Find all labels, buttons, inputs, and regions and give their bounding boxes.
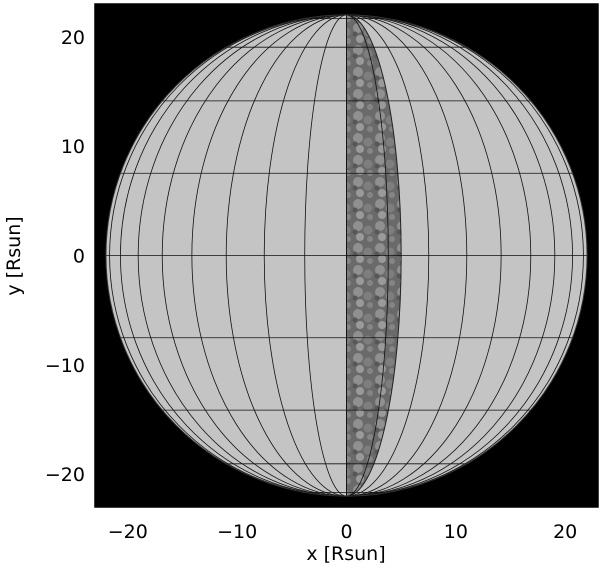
y-tick-label: 20 [61, 27, 85, 49]
x-tick-label: −10 [217, 521, 257, 543]
meridian-line [346, 14, 532, 497]
meridian-line [137, 14, 347, 497]
meridian-line [161, 14, 347, 497]
y-axis-title: y [Rsun] [3, 216, 25, 295]
x-tick-label: 0 [340, 521, 352, 543]
meridian-line [263, 14, 347, 497]
meridian-line [120, 14, 347, 497]
meridian-line [109, 14, 347, 497]
meridian-line [346, 14, 468, 497]
meridian-line [346, 14, 573, 497]
meridian-line [346, 14, 556, 497]
y-tick-label: 10 [61, 136, 85, 158]
meridian-line [346, 14, 584, 497]
x-tick-label: 10 [444, 521, 468, 543]
meridian-lines [109, 14, 584, 497]
meridian-line [346, 14, 502, 497]
y-tick-label: 0 [73, 246, 85, 268]
meridian-line [346, 14, 389, 497]
y-tick-label: −20 [45, 464, 85, 486]
meridian-line [191, 14, 347, 497]
sphere-outline [105, 14, 588, 497]
y-tick-label: −10 [45, 355, 85, 377]
x-axis-ticks: −20 −10 0 10 20 [105, 499, 588, 543]
x-tick-label: −20 [108, 521, 148, 543]
meridian-line [346, 14, 430, 497]
meridian-line [225, 14, 347, 497]
x-axis-title: x [Rsun] [306, 543, 385, 565]
meridian-line [304, 14, 347, 497]
x-tick-label: 20 [553, 521, 577, 543]
y-axis-ticks: −20 −10 0 10 20 [45, 14, 103, 497]
